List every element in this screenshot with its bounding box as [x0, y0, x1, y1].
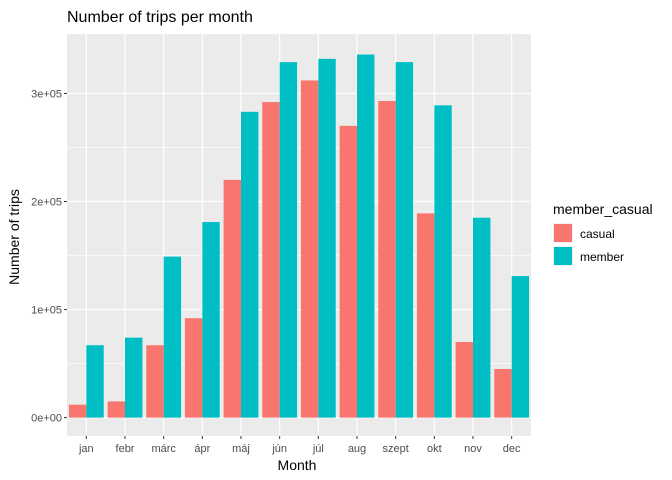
chart-title: Number of trips per month — [67, 9, 253, 26]
x-axis: jan febr márc ápr máj jún júl aug szept okt nov dec — [78, 436, 521, 455]
x-tick-label: márc — [151, 443, 176, 455]
x-tick-label: máj — [232, 443, 250, 455]
y-tick-label: 3e+05 — [31, 88, 62, 100]
bar-member-máj — [241, 111, 259, 418]
x-tick-label: júl — [312, 443, 324, 455]
x-tick-label: ápr — [194, 443, 210, 455]
legend-label-member: member — [580, 250, 624, 264]
bar-member-márc — [163, 256, 182, 418]
bar-casual-ápr — [184, 318, 203, 418]
y-tick-label: 0e+00 — [31, 413, 62, 425]
bar-member-okt — [434, 105, 452, 418]
bar-member-ápr — [202, 222, 220, 418]
bar-casual-jan — [68, 404, 87, 418]
bar-casual-aug — [339, 125, 357, 418]
x-tick-label: jan — [78, 443, 94, 455]
bar-casual-márc — [146, 345, 164, 418]
bar-casual-febr — [107, 401, 125, 418]
bar-member-febr — [125, 337, 143, 418]
x-tick-label: nov — [464, 443, 482, 455]
bar-casual-szept — [378, 101, 396, 418]
y-tick-label: 2e+05 — [31, 197, 62, 209]
bar-casual-jún — [262, 102, 280, 418]
x-tick-label: aug — [348, 443, 366, 455]
y-axis: 0e+00 1e+05 2e+05 3e+05 — [31, 88, 67, 425]
bar-member-szept — [395, 62, 414, 418]
bar-casual-nov — [455, 341, 473, 418]
plot-panel — [67, 34, 531, 436]
x-tick-label: febr — [116, 443, 135, 455]
bar-member-jan — [86, 345, 104, 418]
x-tick-label: okt — [427, 443, 442, 455]
x-axis-title: Month — [278, 457, 317, 473]
bar-casual-máj — [223, 179, 241, 418]
bars — [68, 54, 530, 418]
legend: member_casual casual member — [553, 201, 653, 266]
bar-member-jún — [279, 62, 298, 418]
legend-swatch-casual — [554, 224, 572, 242]
bar-casual-dec — [494, 369, 512, 418]
legend-title: member_casual — [553, 201, 653, 217]
bar-member-nov — [473, 217, 491, 418]
bar-member-dec — [511, 276, 530, 418]
bar-casual-júl — [300, 80, 319, 418]
bar-member-aug — [357, 54, 375, 418]
x-tick-label: jún — [271, 443, 287, 455]
x-tick-label: dec — [503, 443, 521, 455]
x-tick-label: szept — [383, 443, 409, 455]
y-tick-label: 1e+05 — [31, 305, 62, 317]
y-axis-title: Number of trips — [6, 189, 22, 285]
legend-swatch-member — [554, 247, 572, 265]
bar-casual-okt — [416, 213, 435, 418]
legend-label-casual: casual — [580, 227, 615, 241]
bar-member-júl — [318, 58, 336, 418]
